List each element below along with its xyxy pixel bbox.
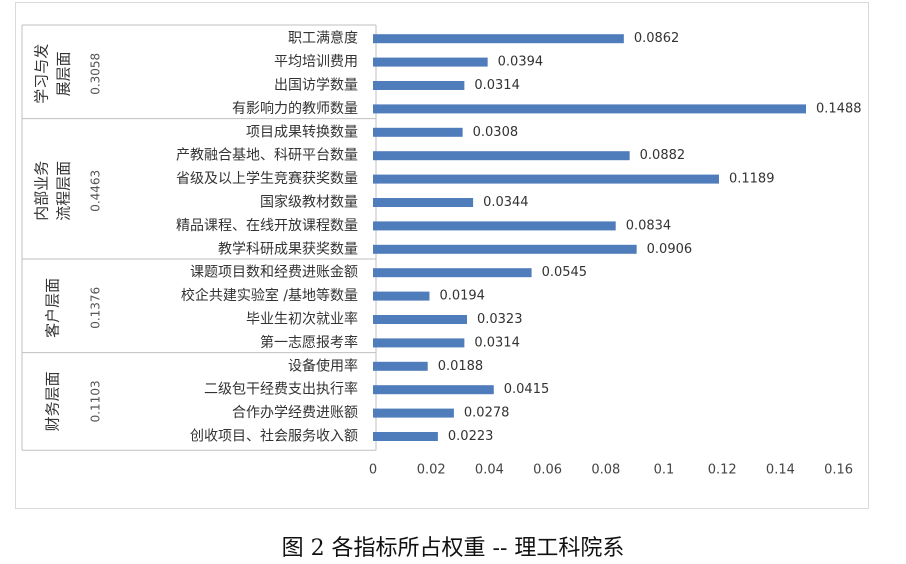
category-label: 合作办学经费进账额 <box>232 405 358 421</box>
bar <box>373 268 532 278</box>
x-tick-label: 0.04 <box>475 463 504 478</box>
category-label: 平均培训费用 <box>274 54 358 70</box>
data-label: 0.0314 <box>474 335 520 350</box>
bar <box>373 291 430 301</box>
category-label: 出国访学数量 <box>274 78 358 94</box>
category-label: 省级及以上学生竞赛获奖数量 <box>176 170 358 187</box>
bar <box>373 81 465 90</box>
category-label: 课题项目数和经费进账金额 <box>190 265 358 281</box>
bar <box>373 57 488 67</box>
group-weight: 0.1103 <box>89 380 103 422</box>
group-label: 客户层面 <box>44 278 62 338</box>
bar <box>373 151 630 161</box>
data-label: 0.0194 <box>439 289 485 304</box>
category-label: 职工满意度 <box>288 30 358 47</box>
category-label: 国家级教材数量 <box>260 194 358 211</box>
data-label: 0.0188 <box>438 359 484 374</box>
bar <box>373 408 454 418</box>
data-label: 0.0882 <box>640 148 686 163</box>
category-label: 设备使用率 <box>288 357 358 374</box>
bar <box>373 104 807 114</box>
category-label: 产教融合基地、科研平台数量 <box>176 147 358 164</box>
bar <box>373 174 719 184</box>
chart-frame: 学习与发 展层面 0.3058 职工满意度 0.0862 平均培训费用 0.0394 出国访学… <box>15 2 869 509</box>
category-label: 精品课程、在线开放课程数量 <box>176 218 358 234</box>
x-tick-label: 0.08 <box>591 463 620 478</box>
figure-caption: 图 2 各指标所占权重 -- 理工科院系 <box>281 536 625 561</box>
bar <box>373 315 467 324</box>
data-label: 0.0834 <box>626 218 672 233</box>
data-label: 0.0394 <box>498 55 544 70</box>
group-weight: 0.4463 <box>89 170 103 212</box>
group-label: 流程层面 <box>55 161 73 221</box>
x-tick-label: 0.16 <box>824 463 853 478</box>
x-tick-label: 0.12 <box>708 463 737 478</box>
data-label: 0.0223 <box>448 429 494 444</box>
bar <box>373 221 616 231</box>
group-label: 财务层面 <box>44 371 62 431</box>
bar <box>373 338 465 348</box>
x-tick-label: 0.1 <box>654 463 675 478</box>
bar <box>373 34 624 44</box>
category-label: 创收项目、社会服务收入额 <box>190 429 358 445</box>
group-weight: 0.1376 <box>89 287 103 329</box>
bar <box>373 127 463 137</box>
group-label: 内部业务 <box>33 161 51 221</box>
data-label: 0.0314 <box>474 78 520 93</box>
category-label: 有影响力的教师数量 <box>232 101 358 117</box>
data-label: 0.0278 <box>464 406 510 421</box>
bar <box>373 385 494 395</box>
data-label: 0.0862 <box>634 31 680 46</box>
category-label: 教学科研成果获奖数量 <box>218 240 358 257</box>
data-label: 0.0906 <box>647 242 693 257</box>
data-label: 0.0415 <box>504 382 550 397</box>
x-tick-label: 0.06 <box>533 463 562 478</box>
bar <box>373 361 428 371</box>
data-label: 0.0323 <box>477 312 523 327</box>
bar <box>373 198 474 207</box>
category-label: 校企共建实验室 /基地等数量 <box>181 287 358 304</box>
data-label: 0.0344 <box>483 195 529 210</box>
data-label: 0.0545 <box>542 265 588 280</box>
category-label: 项目成果转换数量 <box>246 123 358 140</box>
category-label: 第一志愿报考率 <box>260 334 358 351</box>
data-label: 0.0308 <box>473 125 519 140</box>
bar-chart: 学习与发 展层面 0.3058 职工满意度 0.0862 平均培训费用 0.0394 出国访学… <box>21 24 862 478</box>
data-label: 0.1189 <box>729 172 775 187</box>
category-label: 二级包干经费支出执行率 <box>204 381 358 398</box>
group-label: 学习与发 <box>33 44 51 104</box>
group-weight: 0.3058 <box>89 53 103 95</box>
bar <box>373 432 438 441</box>
x-tick-label: 0.14 <box>766 463 795 478</box>
group-label: 展层面 <box>55 51 73 96</box>
x-tick-label: 0.02 <box>417 463 446 478</box>
data-label: 0.1488 <box>816 101 862 116</box>
category-label: 毕业生初次就业率 <box>246 311 358 328</box>
x-tick-label: 0 <box>369 463 377 478</box>
bar <box>373 244 637 254</box>
